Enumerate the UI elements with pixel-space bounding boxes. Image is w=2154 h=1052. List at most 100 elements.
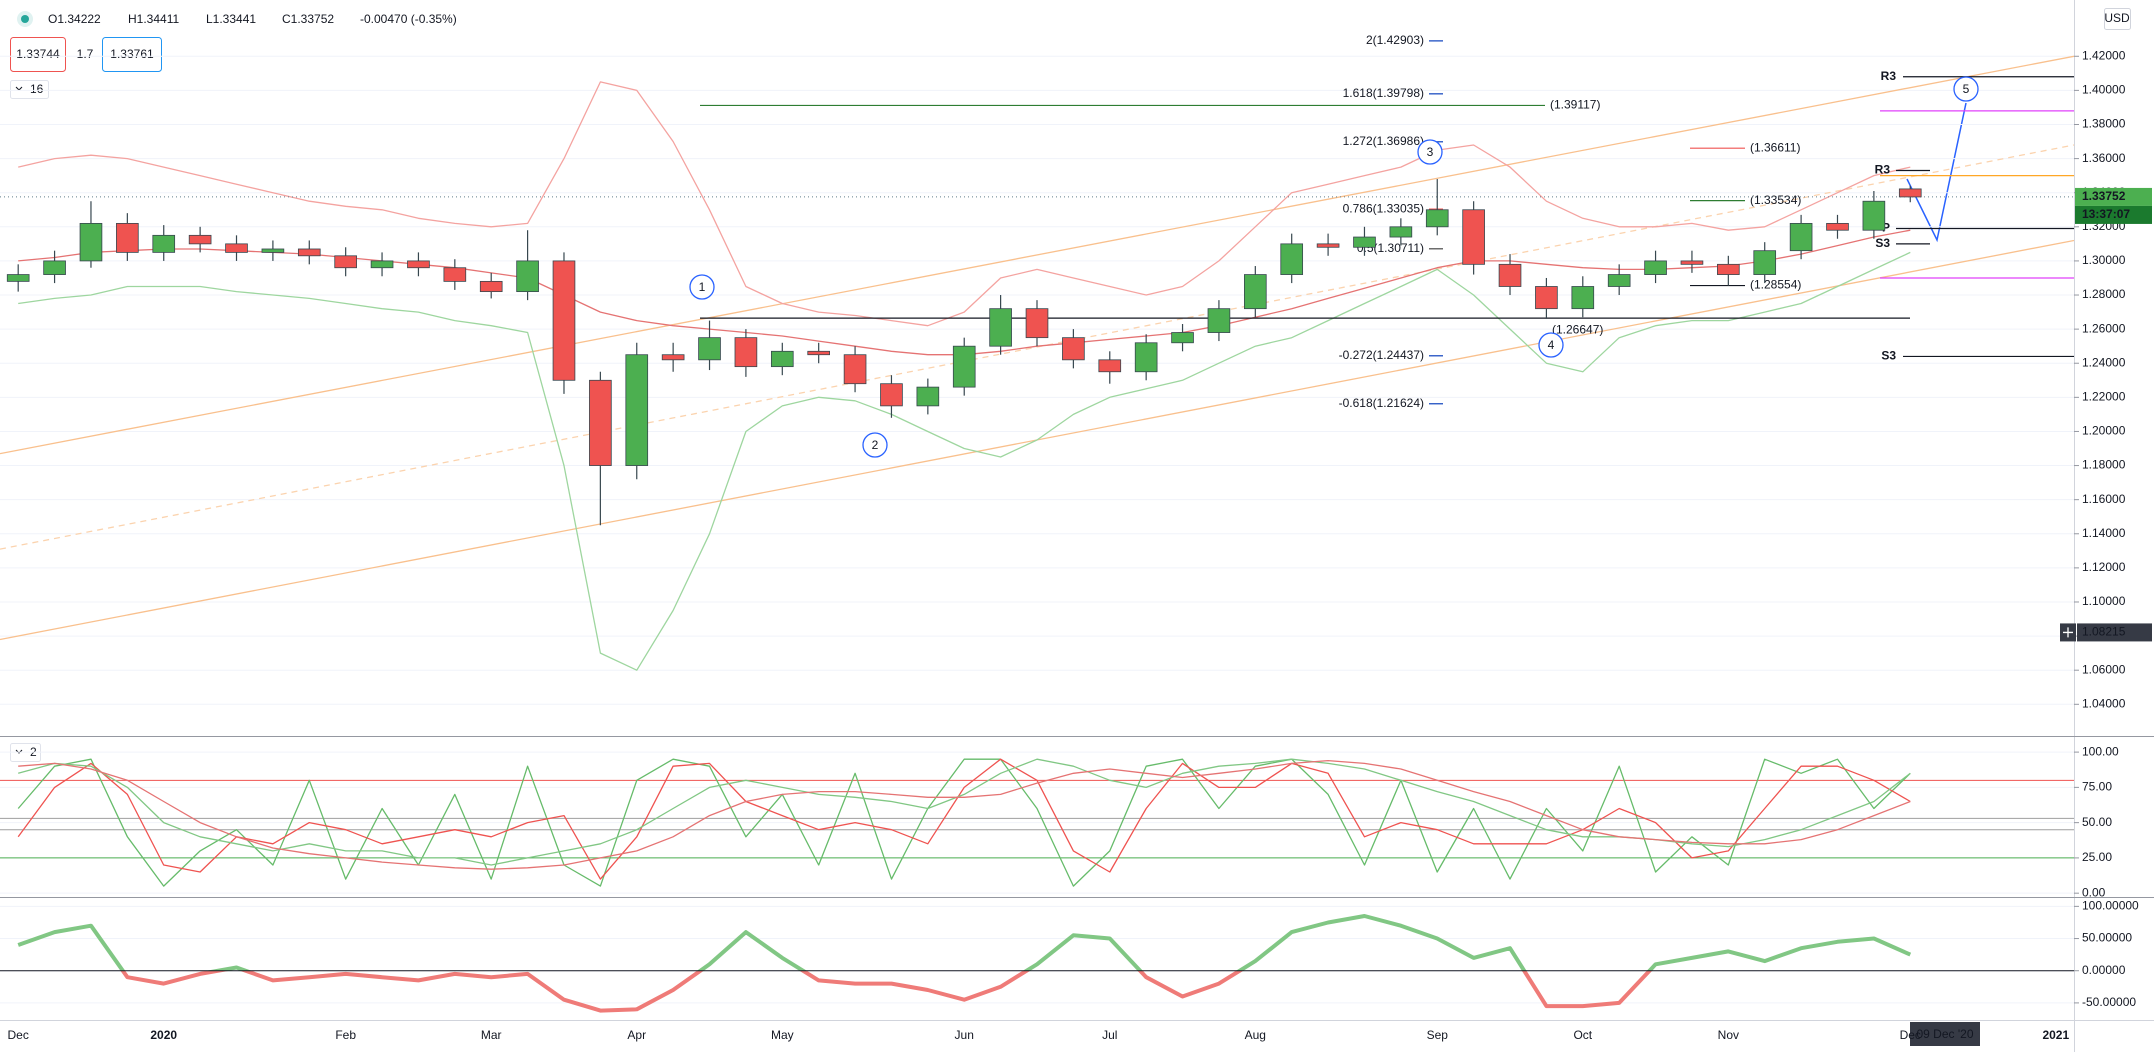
x-tick-label: Feb [335,1028,356,1042]
y-tick-label: 1.24000 [2082,355,2126,369]
candle-body [552,260,576,381]
buy-button[interactable] [102,37,162,72]
currency-button[interactable] [2104,8,2131,30]
candle-body [43,260,66,275]
candle-body [1898,188,1922,198]
y-tick-label: 1.26000 [2082,321,2126,335]
y-tick-label: 1.18000 [2082,458,2126,472]
y-tick-label: 1.38000 [2082,117,2126,131]
x-tick-label: Dec [8,1028,29,1042]
candle-body [1353,236,1376,248]
candle-body [1025,308,1049,339]
candle-body [1425,209,1449,228]
candle-body [79,222,103,262]
candle-body [1535,286,1558,310]
candle-body [952,345,976,388]
crosshair-price-label: 1.08215 [2082,625,2126,639]
wave-circle [862,432,888,458]
currency: USD [2104,11,2130,25]
candle-body [989,308,1012,347]
overlay-line [18,251,1911,671]
candle-body [880,383,903,407]
candle-body [1498,263,1522,287]
fib-level-label: -0.272(1.24437) [1339,348,1424,362]
pivot-label: S3 [1881,349,1896,363]
candle-body [261,248,285,253]
pivot-label: R3 [1881,69,1897,83]
candle-body [916,386,940,407]
y-tick-label: 0.00000 [2082,963,2126,977]
wave-circle [689,274,715,300]
candle-body [1644,260,1667,275]
trend-channel [0,55,2074,455]
x-tick-label: May [771,1028,794,1042]
wave-label: 3 [1427,145,1434,159]
wave-label: 4 [1548,338,1555,352]
candle-body [116,222,139,253]
y-tick-label: 50.00000 [2082,931,2132,945]
price-level-label: (1.26647) [1552,322,1603,336]
y-tick-label: 1.16000 [2082,492,2126,506]
x-tick-label: 2020 [150,1028,177,1042]
y-tick-label: 25.00 [2082,850,2112,864]
y-tick-label: 1.36000 [2082,151,2126,165]
candle-body [479,280,503,293]
candle-body [1134,342,1158,373]
candle-body [661,354,685,361]
candle-body [370,260,394,269]
x-tick-label: Oct [1573,1028,1592,1042]
indicators-count: 16 [30,82,44,96]
candle-body [297,248,321,257]
x-tick-label: Jun [955,1028,974,1042]
legend-change: -0.00470 (-0.35%) [360,12,457,26]
crosshair-price-tag [2077,623,2152,642]
spread: 1.7 [77,47,94,61]
main-plot: (1.39117) (1.36611) (1.33534) (1.28554) (1.2… [0,33,2074,705]
candle-body [188,234,212,245]
countdown-tag [2075,205,2152,224]
x-tick-label: 2021 [2042,1028,2069,1042]
overlay-line [18,81,1911,327]
candle-body [1389,226,1413,238]
candle-body [152,234,176,253]
y-tick-label: 1.22000 [2082,390,2126,404]
candle-body [770,350,794,368]
x-tick-label: Dec [1900,1028,1921,1042]
y-tick-label: 0.00 [2082,885,2106,899]
countdown-label: 13:37:07 [2082,207,2130,221]
last-price-tag [2075,187,2152,206]
crosshair-date-label: 09 Dec '20 [1917,1027,1974,1041]
fib-level-label: -0.618(1.21624) [1339,396,1424,410]
candle-body [1571,286,1595,310]
indicators-toggle[interactable] [10,80,49,99]
y-tick-label: 1.30000 [2082,253,2126,267]
candle-body [1098,359,1122,373]
candle-body [1062,337,1085,361]
candle-body [1171,332,1194,344]
plus-icon [2063,627,2073,638]
trend-channel [0,144,2074,550]
y-tick-label: 1.04000 [2082,696,2126,710]
legend-high: H1.34411 [128,12,179,26]
candle-body [1717,263,1740,275]
chevron-icon [15,749,23,754]
bid-price: 1.33744 [16,47,60,61]
sell-button[interactable] [10,37,66,72]
oscillator-plot [0,905,2074,1013]
candle-body [1753,250,1777,275]
candle-body [1462,209,1485,265]
candle-body [1826,222,1849,231]
price-level-label: (1.28554) [1750,278,1801,292]
y-tick-label: 1.20000 [2082,424,2126,438]
x-tick-label: Aug [1245,1028,1266,1042]
oscillator-line [120,970,1653,1013]
candle-body [734,337,758,368]
fib-level-label: 1.272(1.36986) [1343,134,1424,148]
stochastic-plot [0,751,2074,894]
y-tick-label: 1.06000 [2082,662,2126,676]
candle-body [589,379,612,466]
y-tick-label: 1.40000 [2082,83,2126,97]
